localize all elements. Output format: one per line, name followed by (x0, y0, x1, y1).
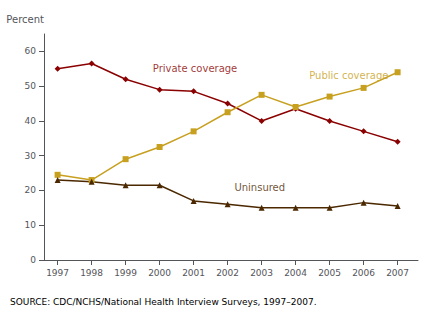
svg-text:40: 40 (25, 116, 37, 126)
svg-text:1998: 1998 (80, 268, 103, 278)
svg-text:0: 0 (30, 255, 36, 265)
svg-text:1999: 1999 (114, 268, 137, 278)
svg-text:20: 20 (25, 185, 37, 195)
svg-text:30: 30 (25, 151, 37, 161)
svg-text:2006: 2006 (352, 268, 375, 278)
svg-text:2003: 2003 (250, 268, 273, 278)
svg-text:Uninsured: Uninsured (234, 182, 285, 193)
svg-text:2000: 2000 (148, 268, 171, 278)
svg-text:60: 60 (25, 46, 37, 56)
svg-text:2002: 2002 (216, 268, 239, 278)
svg-text:50: 50 (25, 81, 37, 91)
svg-text:2005: 2005 (318, 268, 341, 278)
svg-text:Private coverage: Private coverage (153, 63, 237, 74)
svg-text:SOURCE: CDC/NCHS/National Heal: SOURCE: CDC/NCHS/National Health Intervi… (10, 297, 317, 307)
svg-text:2001: 2001 (182, 268, 205, 278)
svg-text:Percent: Percent (6, 14, 44, 25)
svg-text:Public coverage: Public coverage (309, 70, 388, 81)
svg-text:1997: 1997 (46, 268, 69, 278)
svg-text:2004: 2004 (284, 268, 307, 278)
svg-text:10: 10 (25, 220, 37, 230)
svg-text:2007: 2007 (386, 268, 409, 278)
